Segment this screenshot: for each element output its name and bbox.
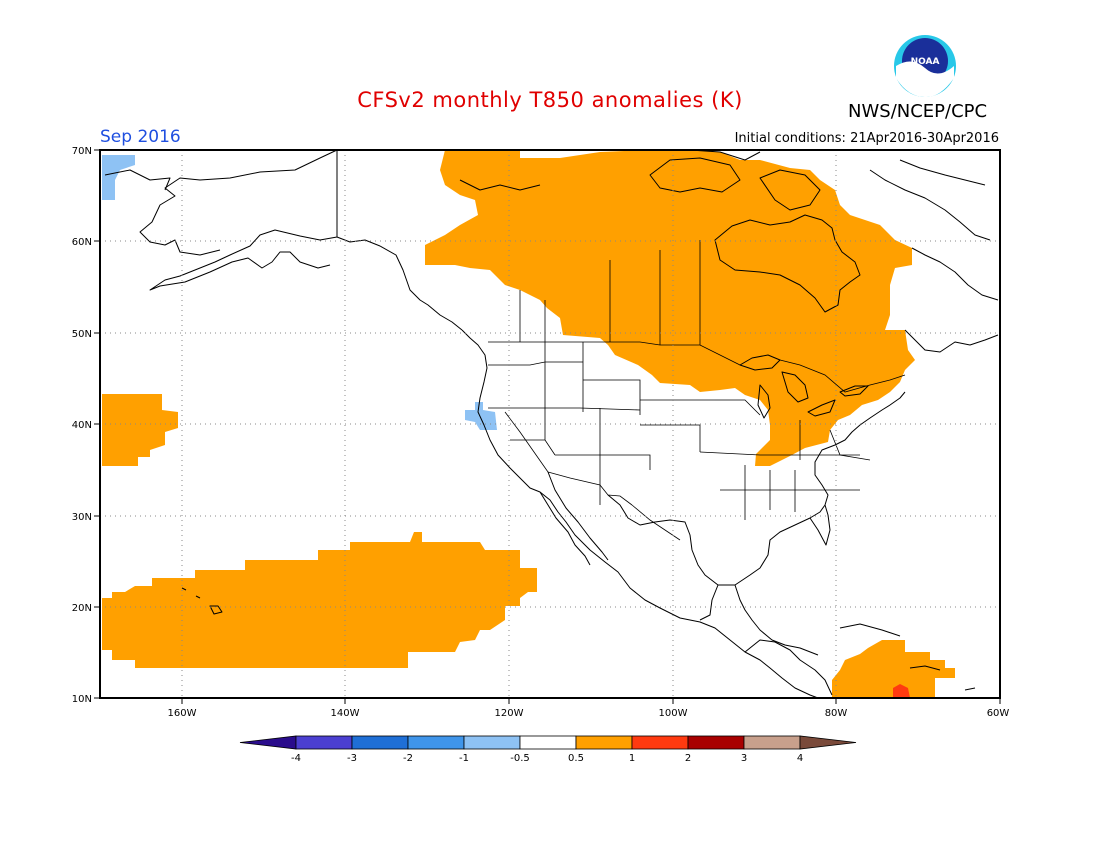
colorbar-label: -0.5: [510, 753, 530, 764]
longitude-labels: 160W 140W 120W 100W 80W 60W: [168, 708, 1010, 719]
warm-region-pacific: [102, 532, 537, 668]
colorbar-arrow-high: [799, 735, 857, 750]
lon-label-120w: 120W: [495, 708, 524, 719]
colorbar-swatch: [351, 735, 409, 750]
lat-label-60n: 60N: [72, 237, 92, 248]
coastlines: [104, 149, 999, 699]
axis-ticks: [94, 149, 1001, 704]
lat-label-10n: 10N: [72, 694, 92, 705]
cool-region-arctic: [102, 155, 135, 200]
colorbar-label: 1: [629, 753, 635, 764]
colorbar: -4 -3 -2 -1 -0.5 0.5 1 2 3 4: [239, 735, 857, 764]
noaa-logo-text: NOAA: [911, 57, 940, 67]
lat-label-50n: 50N: [72, 329, 92, 340]
colorbar-swatch: [519, 735, 577, 750]
colorbar-swatch: [743, 735, 801, 750]
lat-label-20n: 20N: [72, 603, 92, 614]
latitude-labels: 70N 60N 50N 40N 30N 20N 10N: [72, 146, 92, 705]
lon-label-160w: 160W: [168, 708, 197, 719]
colorbar-swatch: [295, 735, 353, 750]
colorbar-swatch: [687, 735, 745, 750]
colorbar-label: -1: [459, 753, 469, 764]
colorbar-label: -2: [403, 753, 413, 764]
colorbar-label: 4: [797, 753, 803, 764]
colorbar-label: 2: [685, 753, 691, 764]
warm-region-caribbean: [832, 640, 955, 698]
colorbar-swatch: [463, 735, 521, 750]
lon-label-80w: 80W: [825, 708, 848, 719]
colorbar-label: -4: [291, 753, 301, 764]
lat-label-40n: 40N: [72, 420, 92, 431]
chart-title: CFSv2 monthly T850 anomalies (K): [357, 88, 743, 112]
initial-conditions: Initial conditions: 21Apr2016-30Apr2016: [734, 131, 999, 146]
colorbar-swatch: [575, 735, 633, 750]
colorbar-label: 3: [741, 753, 747, 764]
agency-label: NWS/NCEP/CPC: [848, 101, 988, 122]
colorbar-swatch: [407, 735, 465, 750]
lon-label-100w: 100W: [659, 708, 688, 719]
warm-region-westpac: [102, 394, 178, 466]
warm-region-canada: [425, 150, 915, 466]
hot-region-caribbean: [893, 684, 910, 698]
noaa-logo: NOAA: [894, 35, 956, 98]
colorbar-swatch: [631, 735, 689, 750]
graticule: [100, 150, 1000, 698]
cool-region-california: [465, 402, 497, 430]
colorbar-label: -3: [347, 753, 357, 764]
political-boundaries: [336, 150, 906, 541]
anomaly-shading: [102, 150, 955, 698]
colorbar-arrow-low: [239, 735, 297, 750]
colorbar-label: 0.5: [568, 753, 584, 764]
lat-label-30n: 30N: [72, 512, 92, 523]
forecast-month: Sep 2016: [100, 127, 181, 147]
lon-label-60w: 60W: [987, 708, 1010, 719]
lat-label-70n: 70N: [72, 146, 92, 157]
lon-label-140w: 140W: [331, 708, 360, 719]
